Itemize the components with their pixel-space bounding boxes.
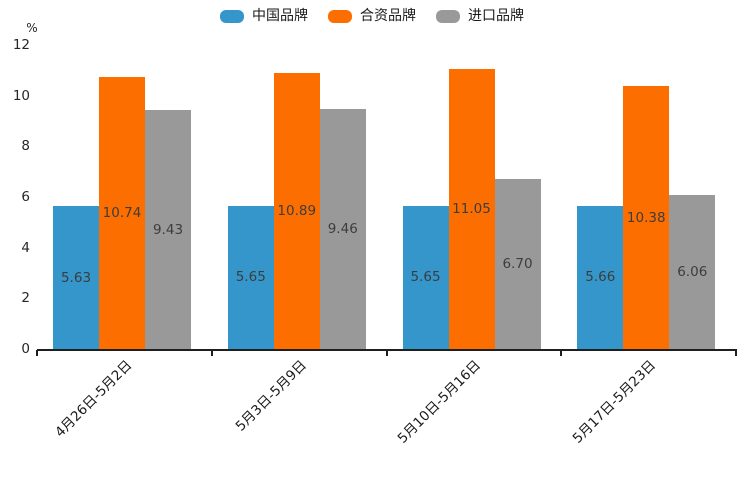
legend-label: 进口品牌 <box>468 8 524 24</box>
legend: 中国品牌 合资品牌 进口品牌 <box>0 8 744 24</box>
x-axis-tick <box>36 350 38 356</box>
bar-value-label: 10.74 <box>102 204 142 221</box>
y-tick-label: 6 <box>21 189 30 205</box>
bar-value-label: 5.66 <box>585 269 616 286</box>
bar-value-label: 10.38 <box>626 209 666 226</box>
y-axis-unit-label: % <box>26 21 38 35</box>
bar-s2-g1: 9.46 <box>319 109 366 349</box>
bar-value-label: 5.63 <box>60 269 92 286</box>
bar-s1-g3: 10.38 <box>623 86 670 349</box>
legend-label: 合资品牌 <box>360 8 416 24</box>
y-tick-label: 4 <box>21 239 30 256</box>
legend-swatch-icon <box>436 9 460 23</box>
x-axis-tick <box>210 350 213 356</box>
bar-value-label: 9.43 <box>152 221 184 238</box>
legend-label: 中国品牌 <box>252 8 308 24</box>
bar-value-label: 10.89 <box>277 203 317 220</box>
x-tick-label: 5月10日-5月16日 <box>395 357 485 447</box>
bar-s2-g3: 6.06 <box>669 195 716 349</box>
bar-value-label: 9.46 <box>327 221 358 238</box>
bar-value-label: 5.65 <box>410 269 441 286</box>
y-tick-label: 8 <box>21 138 30 155</box>
x-tick-label: 5月3日-5月9日 <box>232 357 310 435</box>
bar-s1-g1: 10.89 <box>273 73 320 349</box>
x-tick-label: 4月26日-5月2日 <box>51 357 135 441</box>
legend-item-2: 进口品牌 <box>436 8 524 24</box>
bar-s1-g0: 10.74 <box>99 76 145 349</box>
legend-swatch-icon <box>220 9 244 23</box>
bar-s0-g1: 5.65 <box>227 205 274 349</box>
y-tick-label: 12 <box>12 37 30 53</box>
bar-value-label: 6.06 <box>677 264 708 281</box>
y-tick-label: 2 <box>21 290 30 307</box>
bar-s0-g0: 5.63 <box>53 206 99 349</box>
x-axis-tick <box>385 350 388 356</box>
bar-s0-g3: 5.66 <box>577 205 624 349</box>
bar-s1-g2: 11.05 <box>448 69 495 349</box>
y-tick-label: 10 <box>12 87 30 104</box>
y-tick-label: 0 <box>21 341 30 357</box>
legend-swatch-icon <box>328 9 352 23</box>
x-tick-label: 5月17日-5月23日 <box>569 357 660 447</box>
x-axis-tick <box>560 350 563 356</box>
legend-item-1: 合资品牌 <box>328 8 416 24</box>
legend-item-0: 中国品牌 <box>220 8 308 24</box>
bar-value-label: 5.65 <box>235 269 266 286</box>
bar-value-label: 6.70 <box>502 256 533 273</box>
bar-s2-g0: 9.43 <box>145 110 191 349</box>
bar-s2-g2: 6.70 <box>494 179 541 349</box>
bar-value-label: 11.05 <box>452 201 491 218</box>
x-axis-tick <box>735 350 737 356</box>
bar-s0-g2: 5.65 <box>402 205 449 349</box>
